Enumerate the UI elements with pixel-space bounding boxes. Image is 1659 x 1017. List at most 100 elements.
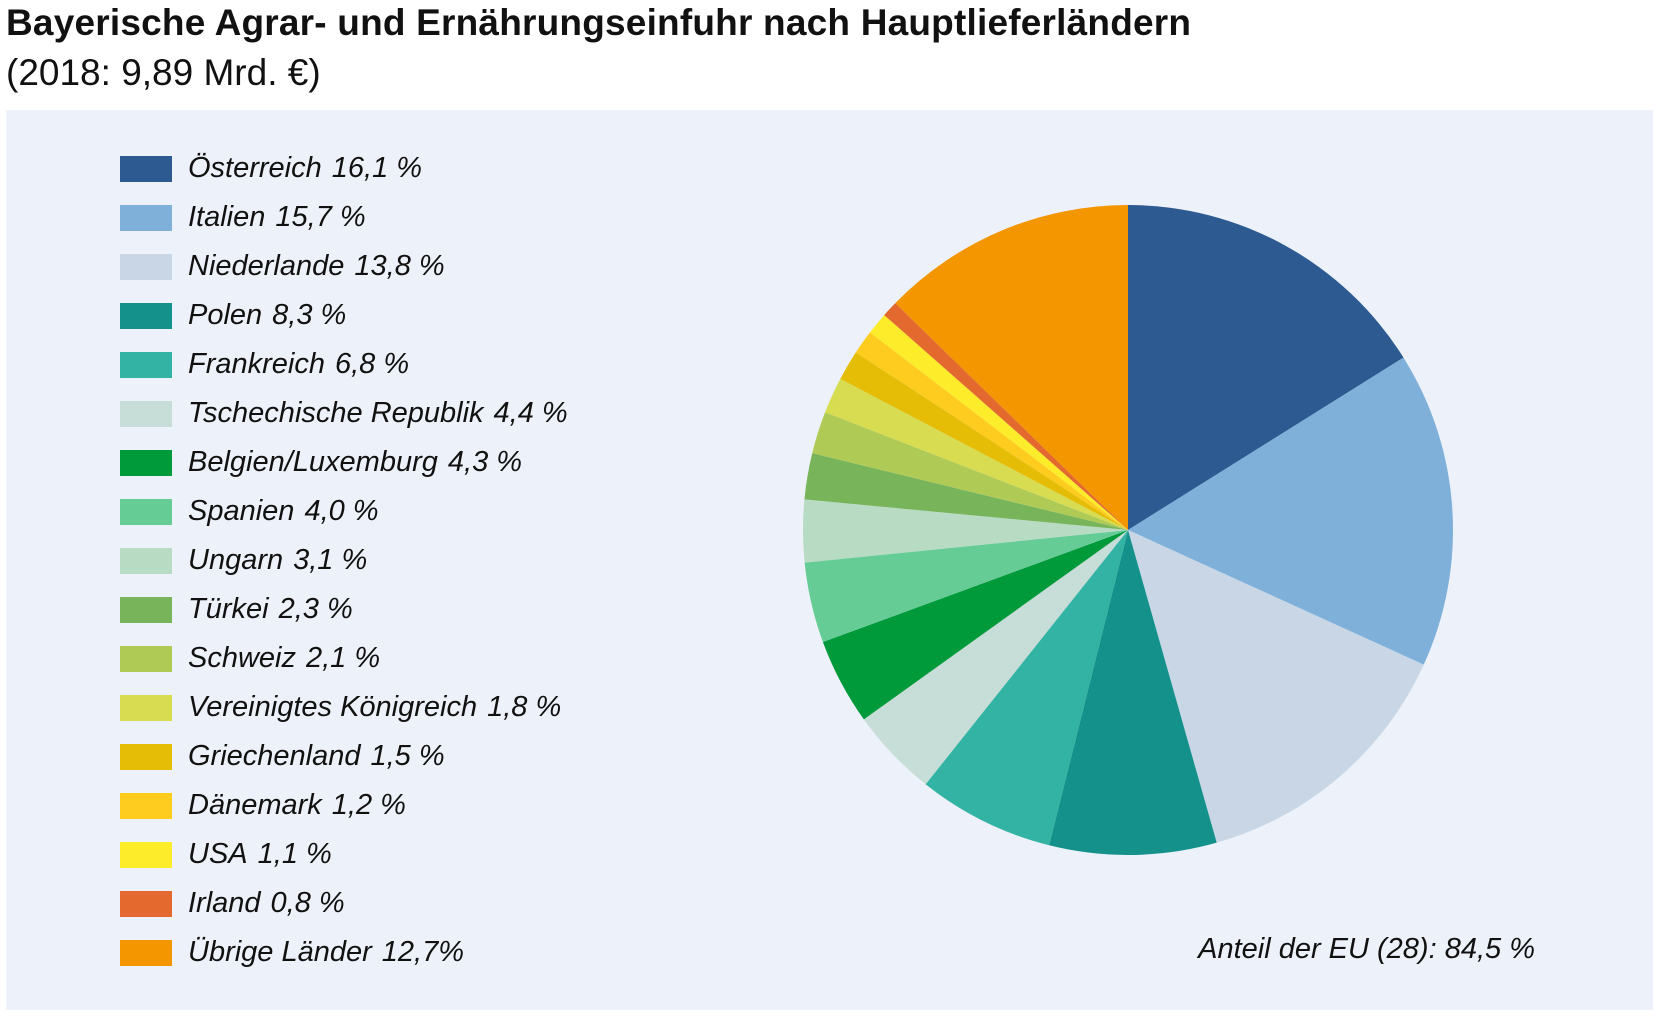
legend-label: Übrige Länder 12,7% (188, 936, 464, 969)
pie-slice (825, 378, 1128, 530)
legend-value: 16,1 % (331, 152, 423, 184)
legend-label: Tschechische Republik 4,4 % (188, 397, 568, 430)
legend-item: Polen 8,3 % (120, 291, 568, 340)
legend-swatch (120, 890, 172, 917)
eu-share-note: Anteil der EU (28): 84,5 % (1198, 933, 1535, 965)
pie-slice (1049, 530, 1217, 855)
chart-subtitle: (2018: 9,89 Mrd. €) (6, 52, 321, 93)
legend-item: Türkei 2,3 % (120, 585, 568, 634)
legend-swatch (120, 743, 172, 770)
legend-item: Übrige Länder 12,7% (120, 928, 568, 977)
legend-swatch (120, 596, 172, 623)
legend-label: Türkei 2,3 % (188, 593, 353, 626)
legend-item: Österreich 16,1 % (120, 144, 568, 193)
legend-country: Schweiz (188, 642, 296, 674)
legend-swatch (120, 302, 172, 329)
legend-item: Ungarn 3,1 % (120, 536, 568, 585)
legend-item: Griechenland 1,5 % (120, 732, 568, 781)
pie-slice (1128, 530, 1424, 843)
legend-country: Österreich (188, 152, 322, 184)
legend-label: Spanien 4,0 % (188, 495, 379, 528)
legend-value: 15,7 % (275, 201, 366, 233)
legend-swatch (120, 645, 172, 672)
legend-swatch (120, 204, 172, 231)
legend-label: Niederlande 13,8 % (188, 250, 445, 283)
legend-item: Frankreich 6,8 % (120, 340, 568, 389)
legend-country: Belgien/Luxemburg (188, 446, 438, 478)
legend-value: 3,1 % (293, 544, 368, 576)
legend-value: 4,0 % (304, 495, 379, 527)
legend-value: 2,1 % (306, 642, 381, 674)
legend-label: Frankreich 6,8 % (188, 348, 409, 381)
legend-label: Griechenland 1,5 % (188, 740, 445, 773)
pie-slice (895, 205, 1128, 530)
legend-label: Österreich 16,1 % (188, 152, 422, 185)
legend-label: Dänemark 1,2 % (188, 789, 406, 822)
chart-title: Bayerische Agrar- und Ernährungseinfuhr … (6, 2, 1192, 43)
legend-country: Griechenland (188, 740, 361, 772)
legend-swatch (120, 792, 172, 819)
legend-country: Italien (188, 201, 266, 233)
legend-label: Belgien/Luxemburg 4,3 % (188, 446, 522, 479)
legend-swatch (120, 939, 172, 966)
pie-slice (925, 530, 1128, 846)
legend-value: 4,3 % (447, 446, 523, 478)
chart-panel: Österreich 16,1 % Italien 15,7 % Niederlande… (6, 110, 1653, 1010)
legend-value: 2,3 % (278, 593, 353, 625)
legend-item: Tschechische Republik 4,4 % (120, 389, 568, 438)
legend-value: 1,8 % (487, 691, 562, 723)
legend-value: 1,5 % (370, 740, 445, 772)
legend-label: Italien 15,7 % (188, 201, 366, 234)
legend-value: 1,2 % (331, 789, 406, 821)
legend-item: Belgien/Luxemburg 4,3 % (120, 438, 568, 487)
legend-value: 12,7% (381, 936, 465, 968)
legend-swatch (120, 694, 172, 721)
legend-label: Ungarn 3,1 % (188, 544, 367, 577)
legend-item: Niederlande 13,8 % (120, 242, 568, 291)
legend-swatch (120, 547, 172, 574)
pie-slice (802, 499, 1128, 563)
pie-slice (1128, 357, 1453, 665)
pie-slice (884, 303, 1128, 530)
legend-value: 13,8 % (354, 250, 445, 282)
pie-slice (855, 332, 1128, 530)
legend-value: 8,3 % (272, 299, 347, 331)
legend-country: Ungarn (188, 544, 284, 576)
legend-swatch (120, 449, 172, 476)
legend-value: 6,8 % (335, 348, 410, 380)
legend-value: 4,4 % (493, 397, 568, 429)
pie-slice (804, 453, 1128, 530)
legend-country: USA (188, 838, 248, 870)
legend-swatch (120, 400, 172, 427)
legend-label: Schweiz 2,1 % (188, 642, 380, 675)
legend-value: 0,8 % (270, 887, 345, 919)
legend-value: 1,1 % (257, 838, 332, 870)
pie-slice (812, 412, 1128, 530)
pie-slice (1128, 205, 1404, 530)
legend-item: Spanien 4,0 % (120, 487, 568, 536)
legend-swatch (120, 351, 172, 378)
legend-country: Dänemark (188, 789, 322, 821)
pie-slice (804, 530, 1128, 643)
pie-slice (869, 315, 1128, 530)
legend-item: Schweiz 2,1 % (120, 634, 568, 683)
legend-item: USA 1,1 % (120, 830, 568, 879)
pie-slice (822, 530, 1128, 720)
legend-label: Irland 0,8 % (188, 887, 345, 920)
legend-country: Frankreich (188, 348, 325, 380)
legend-country: Übrige Länder (188, 936, 372, 968)
pie-slice (840, 352, 1128, 530)
legend-country: Vereinigtes Königreich (188, 691, 478, 723)
legend-item: Vereinigtes Königreich 1,8 % (120, 683, 568, 732)
legend-country: Spanien (188, 495, 295, 527)
legend-country: Polen (188, 299, 263, 331)
legend-item: Dänemark 1,2 % (120, 781, 568, 830)
legend: Österreich 16,1 % Italien 15,7 % Niederlande… (120, 144, 568, 977)
legend-label: Polen 8,3 % (188, 299, 346, 332)
legend-country: Irland (188, 887, 261, 919)
legend-country: Türkei (188, 593, 269, 625)
legend-item: Italien 15,7 % (120, 193, 568, 242)
legend-country: Niederlande (188, 250, 345, 282)
pie-slice (863, 530, 1128, 785)
legend-swatch (120, 253, 172, 280)
